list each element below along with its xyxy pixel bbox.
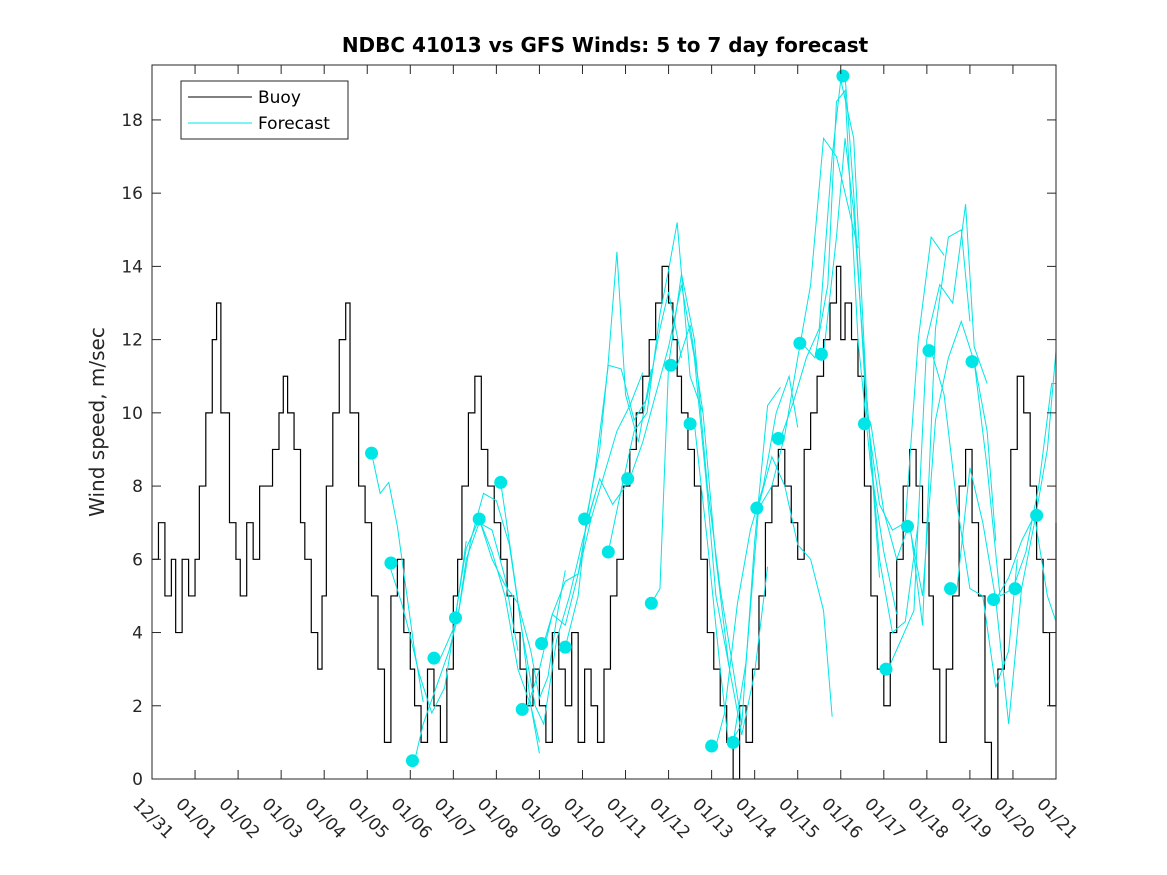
y-tick-label: 2 — [132, 697, 143, 717]
forecast-marker-11 — [578, 512, 592, 526]
forecast-line-7 — [500, 482, 596, 726]
y-tick-label: 6 — [132, 550, 143, 570]
forecast-line-18 — [732, 455, 833, 743]
forecast-marker-17 — [705, 739, 719, 753]
forecast-line-3 — [414, 521, 519, 761]
forecast-marker-26 — [900, 519, 914, 533]
forecast-line-26 — [909, 319, 997, 597]
forecast-marker-22 — [814, 347, 828, 361]
forecast-line-12 — [607, 222, 704, 553]
y-tick-label: 0 — [132, 770, 143, 790]
forecast-line-24 — [870, 228, 971, 626]
forecast-line-25 — [887, 204, 988, 670]
y-tick-label: 18 — [121, 111, 143, 131]
forecast-line-30 — [995, 513, 1057, 622]
forecast-line-22 — [823, 138, 919, 634]
y-axis-label: Wind speed, m/sec — [85, 327, 109, 517]
forecast-marker-13 — [621, 472, 635, 486]
forecast-marker-1 — [365, 446, 379, 460]
forecast-line-20 — [780, 79, 881, 578]
forecast-marker-3 — [405, 754, 419, 768]
plot-frame — [151, 64, 1057, 780]
forecast-marker-8 — [515, 702, 529, 716]
forecast-marker-6 — [472, 512, 486, 526]
legend-label-buoy: Buoy — [258, 88, 301, 108]
forecast-marker-4 — [427, 651, 441, 665]
legend-label-forecast: Forecast — [258, 114, 330, 134]
forecast-marker-2 — [384, 556, 398, 570]
forecast-marker-23 — [836, 69, 850, 83]
forecast-line-15 — [676, 324, 769, 736]
forecast-marker-32 — [1030, 508, 1044, 522]
forecast-marker-14 — [644, 596, 658, 610]
forecast-marker-21 — [793, 336, 807, 350]
forecast-line-5 — [457, 492, 540, 754]
plot-area — [152, 65, 1056, 779]
forecast-marker-30 — [987, 593, 1001, 607]
forecast-line-27 — [930, 350, 1018, 688]
forecast-marker-7 — [494, 475, 508, 489]
forecast-marker-31 — [1008, 582, 1022, 596]
forecast-marker-10 — [558, 640, 572, 654]
forecast-marker-group — [365, 69, 1044, 768]
forecast-line-19 — [758, 136, 859, 509]
forecast-marker-18 — [726, 735, 740, 749]
forecast-series-group — [371, 75, 1057, 761]
forecast-line-11 — [586, 291, 682, 520]
y-tick-label: 10 — [121, 404, 143, 424]
forecast-line-4 — [439, 517, 540, 743]
y-tick-label: 12 — [121, 331, 143, 351]
forecast-line-10 — [564, 251, 652, 648]
y-tick-label: 14 — [121, 257, 143, 277]
forecast-line-6 — [478, 518, 566, 701]
forecast-line-23 — [844, 75, 945, 531]
forecast-line-21 — [801, 89, 898, 615]
y-tick-label: 4 — [132, 624, 143, 644]
forecast-line-1 — [371, 453, 424, 703]
forecast-line-13 — [629, 284, 730, 666]
forecast-marker-16 — [683, 417, 697, 431]
forecast-marker-27 — [922, 344, 936, 358]
forecast-marker-20 — [771, 431, 785, 445]
forecast-marker-25 — [879, 662, 893, 676]
forecast-marker-15 — [664, 358, 678, 372]
forecast-marker-9 — [535, 637, 549, 651]
forecast-marker-5 — [448, 611, 462, 625]
forecast-marker-24 — [857, 417, 871, 431]
forecast-line-14 — [650, 273, 743, 725]
y-tick-label: 8 — [132, 477, 143, 497]
chart-title: NDBC 41013 vs GFS Winds: 5 to 7 day fore… — [342, 33, 869, 57]
y-tick-label: 16 — [121, 184, 143, 204]
legend-box — [180, 80, 349, 140]
forecast-marker-12 — [601, 545, 615, 559]
forecast-marker-29 — [965, 355, 979, 369]
forecast-line-29 — [973, 361, 1056, 597]
forecast-line-16 — [693, 386, 781, 748]
forecast-marker-28 — [944, 582, 958, 596]
legend: Buoy Forecast — [180, 80, 349, 140]
forecast-marker-19 — [750, 501, 764, 515]
forecast-line-28 — [956, 350, 1057, 725]
